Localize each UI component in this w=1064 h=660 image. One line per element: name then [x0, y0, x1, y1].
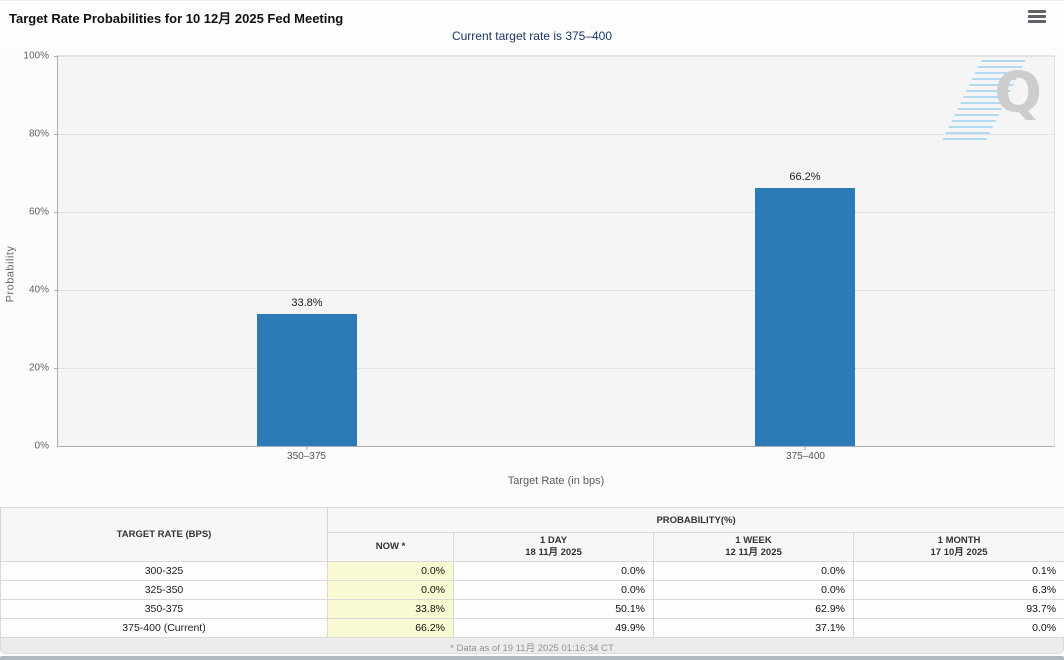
- day-date: 18 11月 2025: [525, 547, 582, 558]
- bar-slot-375-400: 66.2%: [755, 56, 855, 450]
- week-cell: 0.0%: [653, 580, 854, 600]
- bottom-strip: [0, 656, 1064, 660]
- week-date: 12 11月 2025: [725, 547, 782, 558]
- month-cell: 0.0%: [852, 618, 1064, 638]
- day-cell: 0.0%: [453, 561, 654, 581]
- y-tick-mark: [54, 290, 58, 291]
- gridline-100: [58, 56, 1054, 57]
- table-row: 300-325 0.0% 0.0% 0.0% 0.1%: [0, 561, 1064, 581]
- week-cell: 0.0%: [653, 561, 854, 581]
- gridline-20: [58, 368, 1054, 369]
- hamburger-menu-icon[interactable]: [1028, 10, 1046, 24]
- gridline-40: [58, 290, 1054, 291]
- x-tick-label: 350–375: [287, 451, 326, 462]
- now-cell: 0.0%: [327, 580, 454, 600]
- now-cell: 0.0%: [327, 561, 454, 581]
- day-cell: 50.1%: [453, 599, 654, 619]
- now-label: NOW *: [375, 541, 406, 553]
- bar-value-label: 66.2%: [789, 170, 821, 183]
- y-tick-label: 60%: [28, 206, 49, 218]
- column-header-target-rate: TARGET RATE (BPS): [0, 507, 328, 562]
- x-axis-ticks: 350–375 375–400: [57, 451, 1055, 465]
- table-row: 350-375 33.8% 50.1% 62.9% 93.7%: [0, 599, 1064, 619]
- y-tick-mark: [54, 56, 58, 57]
- week-cell: 37.1%: [653, 618, 854, 638]
- month-label: 1 MONTH: [937, 535, 981, 547]
- week-cell: 62.9%: [653, 599, 854, 619]
- bar-slot-350-375: 33.8%: [257, 56, 357, 450]
- page-title: Target Rate Probabilities for 10 12月 202…: [9, 11, 344, 26]
- y-tick-mark: [54, 368, 58, 369]
- month-date: 17 10月 2025: [930, 547, 988, 558]
- y-tick-mark: [54, 134, 58, 135]
- x-tick-mark: [306, 446, 308, 450]
- x-tick-mark: [804, 446, 806, 450]
- rate-cell: 375-400 (Current): [0, 618, 328, 638]
- y-tick-label: 20%: [28, 362, 49, 374]
- y-tick-label: 40%: [28, 284, 49, 296]
- table-row: 325-350 0.0% 0.0% 0.0% 6.3%: [0, 580, 1064, 600]
- plot-area: 100% 80% 60% 40% 20% 0% Q 33.8%: [23, 51, 1055, 452]
- x-axis-title: Target Rate (in bps): [507, 475, 605, 487]
- y-tick-mark: [54, 212, 58, 213]
- rate-cell: 300-325: [0, 561, 328, 581]
- now-cell: 33.8%: [327, 599, 454, 619]
- rate-cell: 325-350: [0, 580, 328, 600]
- column-header-now: NOW *: [327, 532, 454, 562]
- y-tick-label: 0%: [34, 440, 49, 452]
- probability-bar-chart: Probability 100% 80% 60% 40% 20% 0% Q: [0, 47, 1064, 501]
- bar-375-400: [755, 187, 855, 446]
- column-header-1month: 1 MONTH 17 10月 2025: [852, 532, 1064, 562]
- week-label: 1 WEEK: [735, 535, 772, 547]
- day-cell: 0.0%: [453, 580, 654, 600]
- column-header-1day: 1 DAY 18 11月 2025: [453, 532, 654, 562]
- rate-cell: 350-375: [0, 599, 328, 619]
- data-as-of-note: * Data as of 19 11月 2025 01:16:34 CT: [0, 638, 1064, 654]
- column-header-probability: PROBABILITY(%): [326, 507, 1064, 533]
- column-header-1week: 1 WEEK 12 11月 2025: [653, 532, 854, 562]
- bar-value-label: 33.8%: [291, 297, 323, 310]
- month-cell: 0.1%: [852, 561, 1064, 581]
- quikstrike-q-logo-icon: Q: [994, 61, 1042, 126]
- month-cell: 93.7%: [852, 599, 1064, 619]
- gridline-60: [58, 212, 1054, 213]
- table-row: 375-400 (Current) 66.2% 49.9% 37.1% 0.0%: [0, 618, 1064, 638]
- day-label: 1 DAY: [539, 535, 568, 547]
- day-cell: 49.9%: [453, 618, 654, 638]
- probability-table: TARGET RATE (BPS) PROBABILITY(%) NOW * 1…: [0, 507, 1064, 638]
- month-cell: 6.3%: [852, 580, 1064, 600]
- y-tick-label: 80%: [28, 128, 49, 140]
- gridline-80: [58, 134, 1054, 135]
- x-tick-label: 375–400: [786, 451, 825, 462]
- bar-350-375: [257, 314, 357, 446]
- y-axis-title: Probability: [4, 245, 17, 303]
- quikstrike-watermark: Q: [942, 60, 1046, 140]
- header: Target Rate Probabilities for 10 12月 202…: [0, 1, 1064, 27]
- now-cell: 66.2%: [327, 618, 454, 638]
- y-tick-label: 100%: [23, 50, 49, 62]
- current-target-rate-text: Current target rate is 375–400: [451, 29, 613, 43]
